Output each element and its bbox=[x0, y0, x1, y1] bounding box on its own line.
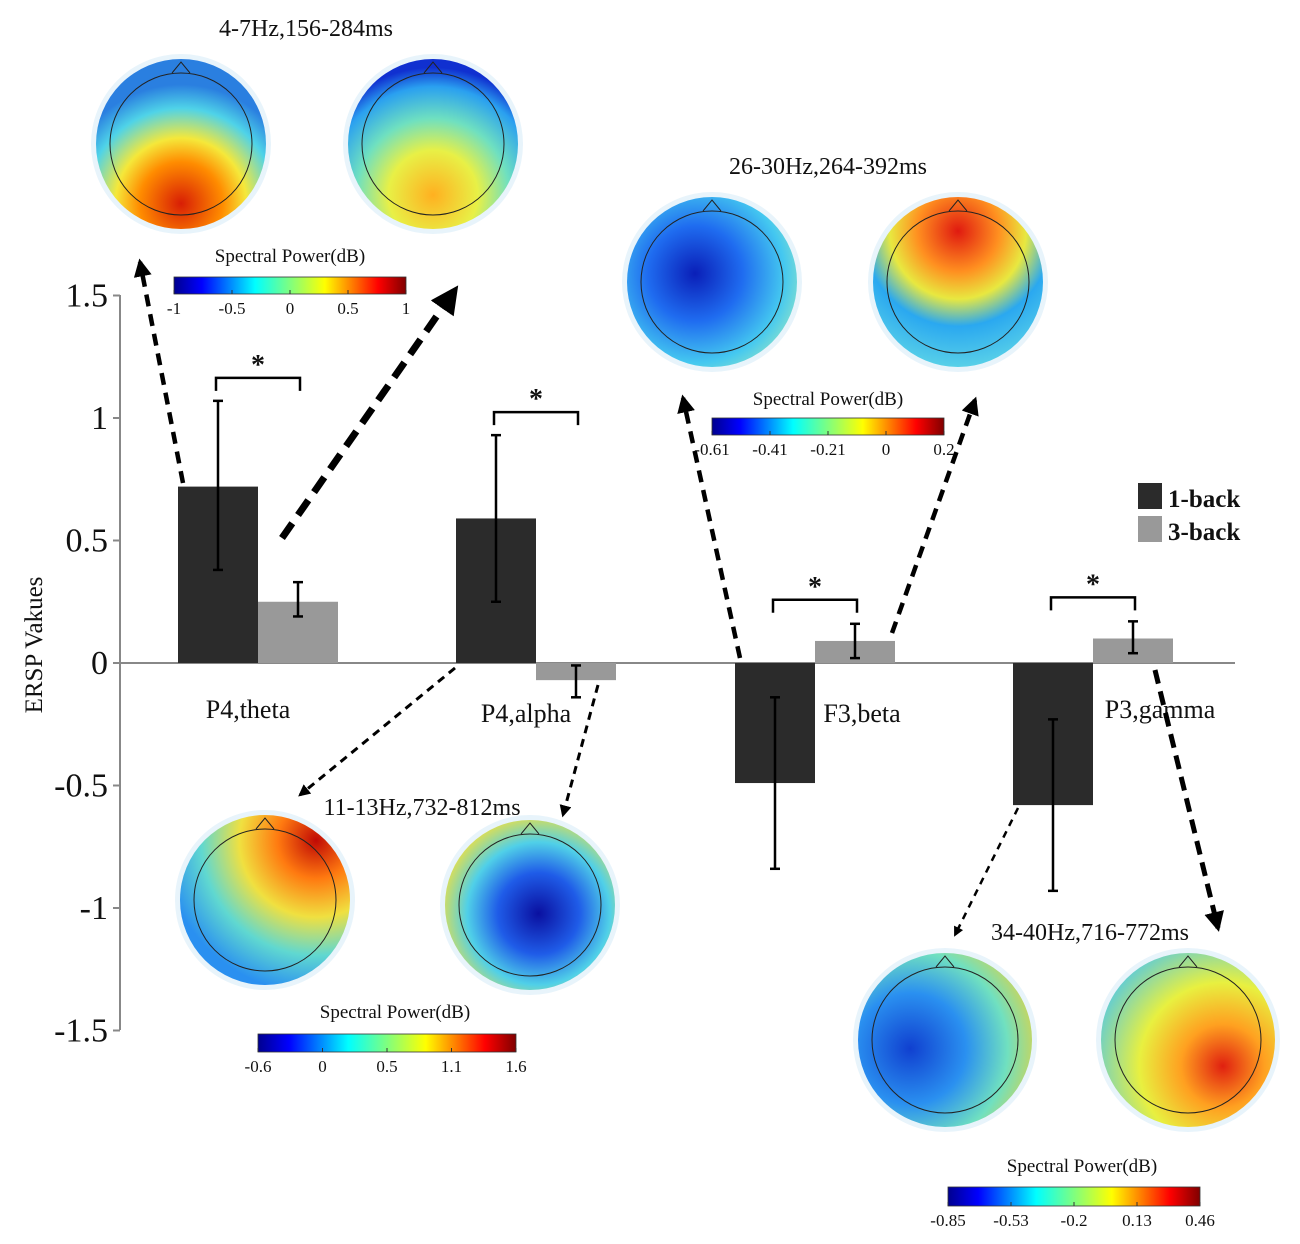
colorbar-tick-label: 1 bbox=[402, 299, 411, 318]
colorbar-tick-label: 0 bbox=[318, 1057, 327, 1076]
colorbar-ticks-theta: -1 -0.5 0 0.5 1 bbox=[167, 290, 410, 318]
significance-star: * bbox=[808, 572, 822, 603]
y-tick-label: -0.5 bbox=[54, 768, 108, 805]
arrow-gamma-3back bbox=[1152, 669, 1224, 932]
bars-group: * * * * bbox=[178, 350, 1173, 893]
topomap-title-gamma: 34-40Hz,716-772ms bbox=[991, 920, 1189, 946]
topomap-group-alpha: 11-13Hz,732-812ms Spectral Power(dB) -0.… bbox=[175, 795, 620, 1076]
colorbar-tick-label: 0.5 bbox=[337, 299, 358, 318]
y-tick-label: 0 bbox=[91, 645, 108, 682]
significance-bracket bbox=[1049, 596, 1137, 611]
legend: 1-back 3-back bbox=[1138, 483, 1240, 546]
arrow-alpha-1back bbox=[298, 666, 456, 797]
colorbar-tick-label: -0.5 bbox=[219, 299, 246, 318]
topomap-group-gamma: 34-40Hz,716-772ms Spectral Power(dB) -0.… bbox=[853, 920, 1280, 1230]
legend-swatch-1-back bbox=[1138, 483, 1162, 509]
arrow-alpha-3back bbox=[559, 684, 600, 818]
colorbar-tick-label: 0 bbox=[882, 440, 891, 459]
colorbar-tick-label: -0.6 bbox=[245, 1057, 272, 1076]
scalp-map-alpha-1back bbox=[175, 810, 355, 990]
category-label: F3,beta bbox=[823, 699, 901, 728]
category-label: P4,theta bbox=[206, 695, 291, 724]
colorbar-ticks-alpha: -0.6 0 0.5 1.1 1.6 bbox=[245, 1048, 527, 1076]
scalp-map-beta-3back bbox=[868, 192, 1048, 372]
y-tick-label: 1 bbox=[91, 400, 108, 437]
scalp-map-gamma-3back bbox=[1096, 948, 1280, 1132]
y-tick-label: -1.5 bbox=[54, 1013, 108, 1050]
scalp-map-theta-3back bbox=[343, 54, 523, 234]
topomap-group-theta: 4-7Hz,156-284ms Spectral Power(dB) -1 -0.… bbox=[91, 16, 523, 318]
scalp-map-alpha-3back bbox=[440, 815, 620, 995]
significance-bracket bbox=[492, 410, 580, 426]
scalp-map-beta-1back bbox=[622, 192, 802, 372]
y-axis-label: ERSP Vakues bbox=[21, 577, 48, 714]
colorbar-tick-label: 0 bbox=[286, 299, 295, 318]
topomap-title-beta: 26-30Hz,264-392ms bbox=[729, 154, 927, 180]
colorbar-tick-label: -0.41 bbox=[752, 440, 787, 459]
colorbar-ticks-gamma: -0.85 -0.53 -0.2 0.13 0.46 bbox=[930, 1202, 1215, 1230]
legend-swatch-3-back bbox=[1138, 516, 1162, 542]
arrow-beta-3back bbox=[889, 396, 979, 634]
colorbar-tick-label: 0.5 bbox=[376, 1057, 397, 1076]
significance-star: * bbox=[251, 350, 265, 381]
colorbar-tick-label: 1.6 bbox=[505, 1057, 526, 1076]
colorbar-label-theta: Spectral Power(dB) bbox=[215, 246, 365, 267]
colorbar-tick-label: 0.13 bbox=[1122, 1211, 1152, 1230]
y-ticks: 1.5 1 0.5 0 -0.5 -1 -1.5 bbox=[54, 278, 120, 1050]
arrows bbox=[133, 258, 1224, 937]
significance-star: * bbox=[1086, 569, 1100, 600]
legend-label-3-back: 3-back bbox=[1168, 519, 1240, 546]
colorbar-tick-label: -0.61 bbox=[694, 440, 729, 459]
colorbar-tick-label: -1 bbox=[167, 299, 181, 318]
significance-bracket bbox=[771, 598, 859, 613]
arrow-beta-1back bbox=[677, 394, 743, 659]
y-tick-label: 1.5 bbox=[66, 278, 109, 315]
colorbar-label-gamma: Spectral Power(dB) bbox=[1007, 1156, 1157, 1177]
topomap-title-theta: 4-7Hz,156-284ms bbox=[219, 16, 393, 42]
category-label: P4,alpha bbox=[481, 699, 572, 728]
y-tick-label: -1 bbox=[80, 890, 108, 927]
colorbar-tick-label: 0.2 bbox=[933, 440, 954, 459]
colorbar-tick-label: -0.21 bbox=[810, 440, 845, 459]
colorbar-label-alpha: Spectral Power(dB) bbox=[320, 1002, 470, 1023]
colorbar-tick-label: -0.53 bbox=[993, 1211, 1028, 1230]
category-labels: P4,theta P4,alpha F3,beta P3,gamma bbox=[206, 695, 1216, 728]
scalp-map-theta-1back bbox=[91, 54, 271, 234]
significance-bracket bbox=[214, 376, 302, 391]
scalp-map-gamma-1back bbox=[853, 948, 1037, 1132]
legend-label-1-back: 1-back bbox=[1168, 486, 1240, 513]
significance-star: * bbox=[529, 384, 543, 415]
colorbar-tick-label: -0.85 bbox=[930, 1211, 965, 1230]
arrow-theta-3back bbox=[279, 285, 459, 541]
colorbar-tick-label: 1.1 bbox=[441, 1057, 462, 1076]
axes: 1.5 1 0.5 0 -0.5 -1 -1.5 ERSP Vakues bbox=[21, 278, 1235, 1050]
colorbar-label-beta: Spectral Power(dB) bbox=[753, 389, 903, 410]
topomap-title-alpha: 11-13Hz,732-812ms bbox=[323, 795, 520, 821]
arrow-gamma-1back bbox=[953, 807, 1020, 937]
colorbar-tick-label: 0.46 bbox=[1185, 1211, 1215, 1230]
y-tick-label: 0.5 bbox=[66, 523, 109, 560]
colorbar-tick-label: -0.2 bbox=[1061, 1211, 1088, 1230]
topomap-group-beta: 26-30Hz,264-392ms Spectral Power(dB) -0.… bbox=[622, 154, 1048, 459]
colorbar-ticks-beta: -0.61 -0.41 -0.21 0 0.2 bbox=[694, 431, 955, 459]
arrow-theta-1back bbox=[133, 258, 186, 484]
